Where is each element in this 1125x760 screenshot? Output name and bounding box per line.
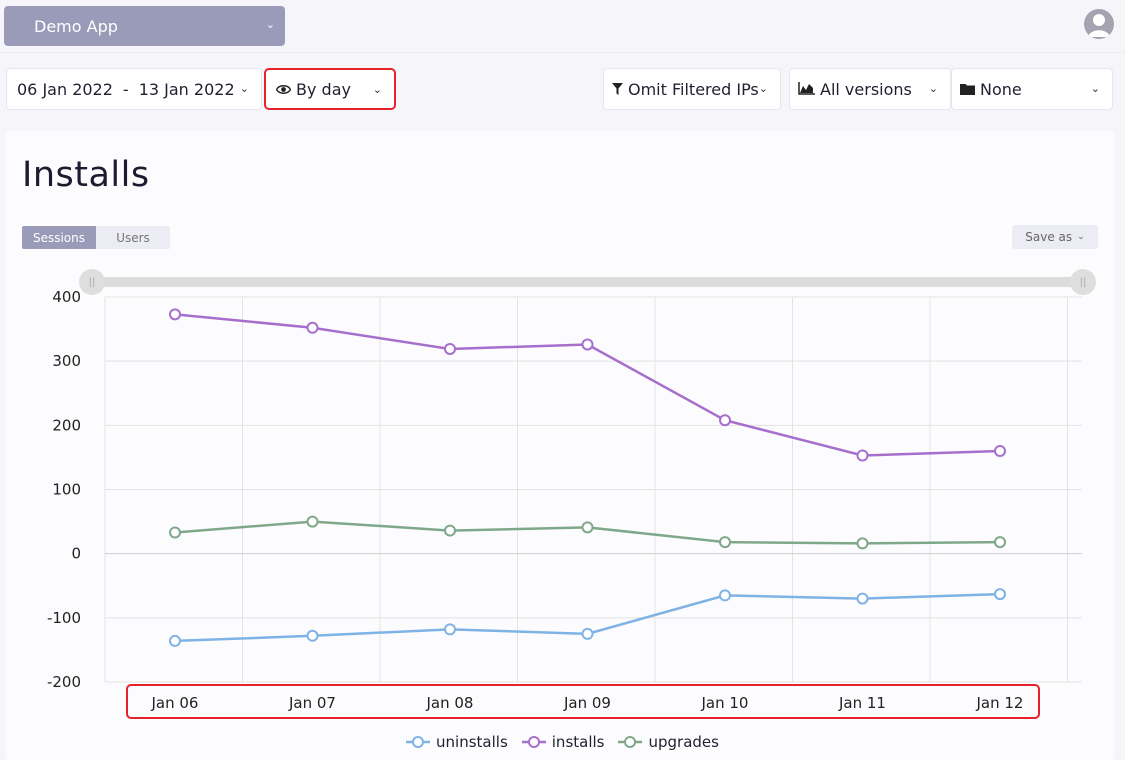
save-as-button[interactable]: Save as ⌄ xyxy=(1012,225,1098,249)
date-start: 06 Jan 2022 xyxy=(17,79,113,99)
chevron-down-icon: ⌄ xyxy=(265,18,275,31)
ip-filter-select[interactable]: Omit Filtered IPs ⌄ xyxy=(603,68,781,110)
app-selector[interactable]: Demo App ⌄ xyxy=(4,6,285,46)
legend-marker-icon xyxy=(521,736,546,748)
chevron-down-icon: ⌄ xyxy=(928,82,938,95)
segment-label: None xyxy=(980,79,1022,99)
legend-item-upgrades[interactable]: upgrades xyxy=(618,733,719,751)
toggle-sessions[interactable]: Sessions xyxy=(22,226,96,249)
date-range-picker[interactable]: 06 Jan 2022 - 13 Jan 2022 ⌄ xyxy=(6,68,262,110)
chevron-down-icon: ⌄ xyxy=(1090,82,1100,95)
area-chart-icon xyxy=(798,80,815,99)
legend-label: uninstalls xyxy=(436,733,508,751)
range-slider-track[interactable] xyxy=(92,277,1082,287)
header-divider xyxy=(0,52,1125,53)
toggle-users[interactable]: Users xyxy=(96,226,170,249)
chevron-down-icon: ⌄ xyxy=(1077,232,1085,242)
legend-label: installs xyxy=(551,733,605,751)
versions-select[interactable]: All versions ⌄ xyxy=(789,68,951,110)
chevron-down-icon: ⌄ xyxy=(758,82,768,95)
funnel-icon xyxy=(612,80,623,99)
app-name: Demo App xyxy=(34,16,118,36)
legend-marker-icon xyxy=(618,736,643,748)
range-slider-left-handle[interactable]: || xyxy=(79,269,105,295)
legend-marker-icon xyxy=(406,736,431,748)
user-avatar-icon[interactable] xyxy=(1084,9,1114,39)
date-end: 13 Jan 2022 xyxy=(138,79,235,99)
folder-icon xyxy=(960,80,975,99)
granularity-label: By day xyxy=(296,79,351,99)
page-title: Installs xyxy=(22,155,150,195)
save-as-label: Save as xyxy=(1025,230,1073,244)
chevron-down-icon: ⌄ xyxy=(372,83,382,96)
chart-legend: uninstalls installs upgrades xyxy=(0,733,1125,751)
granularity-select[interactable]: By day ⌄ xyxy=(264,68,396,110)
ip-filter-label: Omit Filtered IPs xyxy=(628,79,759,99)
segment-select[interactable]: None ⌄ xyxy=(951,68,1113,110)
versions-label: All versions xyxy=(820,79,912,99)
chevron-down-icon: ⌄ xyxy=(239,82,249,95)
date-separator: - xyxy=(122,79,129,99)
eye-icon xyxy=(275,80,292,99)
legend-label: upgrades xyxy=(648,733,719,751)
legend-item-installs[interactable]: installs xyxy=(521,733,605,751)
installs-card xyxy=(6,131,1114,760)
range-slider-right-handle[interactable]: || xyxy=(1070,269,1096,295)
metric-toggle: Sessions Users xyxy=(22,226,170,249)
legend-item-uninstalls[interactable]: uninstalls xyxy=(406,733,508,751)
